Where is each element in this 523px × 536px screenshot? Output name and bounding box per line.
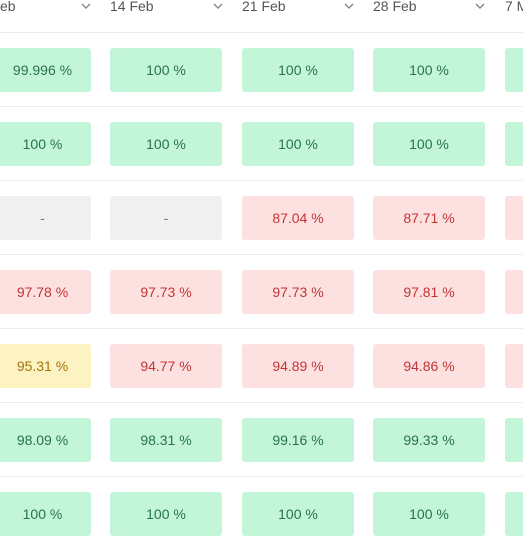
metric-cell[interactable] [505,122,523,166]
metric-cell[interactable]: 98.31 % [110,418,222,462]
row-divider [0,254,523,255]
column-header-label: 7 M [505,0,523,14]
metric-cell[interactable]: 94.89 % [242,344,354,388]
column-header-3[interactable]: 21 Feb [242,0,354,17]
metric-cell[interactable]: 97.81 % [373,270,485,314]
column-header-1[interactable]: eb [0,0,91,17]
metric-cell[interactable]: 100 % [242,48,354,92]
metric-cell[interactable] [505,492,523,536]
metric-cell[interactable]: 97.73 % [110,270,222,314]
metric-cell[interactable]: 100 % [110,48,222,92]
metric-cell[interactable] [505,344,523,388]
metric-cell[interactable]: 100 % [373,492,485,536]
column-header-label: 14 Feb [110,0,154,14]
row-divider [0,476,523,477]
metric-cell[interactable]: 98.09 % [0,418,91,462]
row-divider [0,328,523,329]
metric-cell[interactable] [505,418,523,462]
column-header-label: 21 Feb [242,0,286,14]
metric-cell[interactable] [505,48,523,92]
column-header-2[interactable]: 14 Feb [110,0,223,17]
metric-cell[interactable]: 87.71 % [373,196,485,240]
metric-cell[interactable]: 100 % [110,492,222,536]
chevron-down-icon[interactable] [212,0,224,12]
metric-cell[interactable]: 100 % [110,122,222,166]
metric-cell[interactable] [505,196,523,240]
row-divider [0,180,523,181]
metric-cell[interactable]: - [0,196,91,240]
metric-cell[interactable]: 100 % [242,122,354,166]
metric-cell[interactable]: 99.996 % [0,48,91,92]
metric-cell[interactable]: - [110,196,222,240]
metric-cell[interactable]: 94.77 % [110,344,222,388]
row-divider [0,106,523,107]
metric-cell[interactable] [505,270,523,314]
metric-cell[interactable]: 99.33 % [373,418,485,462]
metric-cell[interactable]: 100 % [242,492,354,536]
row-divider [0,402,523,403]
metric-cell[interactable]: 97.78 % [0,270,91,314]
column-header-4[interactable]: 28 Feb [373,0,485,17]
metric-cell[interactable]: 99.16 % [242,418,354,462]
chevron-down-icon[interactable] [343,0,355,12]
chevron-down-icon[interactable] [474,0,486,12]
metric-cell[interactable]: 100 % [373,48,485,92]
metric-cell[interactable]: 100 % [373,122,485,166]
metric-cell[interactable]: 100 % [0,492,91,536]
metric-cell[interactable]: 94.86 % [373,344,485,388]
metric-cell[interactable]: 95.31 % [0,344,91,388]
chevron-down-icon[interactable] [80,0,92,12]
table-header: eb 14 Feb 21 Feb 28 Feb 7 M [0,0,523,33]
column-header-label: eb [0,0,16,14]
metric-cell[interactable]: 100 % [0,122,91,166]
column-header-5[interactable]: 7 M [505,0,523,17]
metric-cell[interactable]: 97.73 % [242,270,354,314]
metric-cell[interactable]: 87.04 % [242,196,354,240]
column-header-label: 28 Feb [373,0,417,14]
